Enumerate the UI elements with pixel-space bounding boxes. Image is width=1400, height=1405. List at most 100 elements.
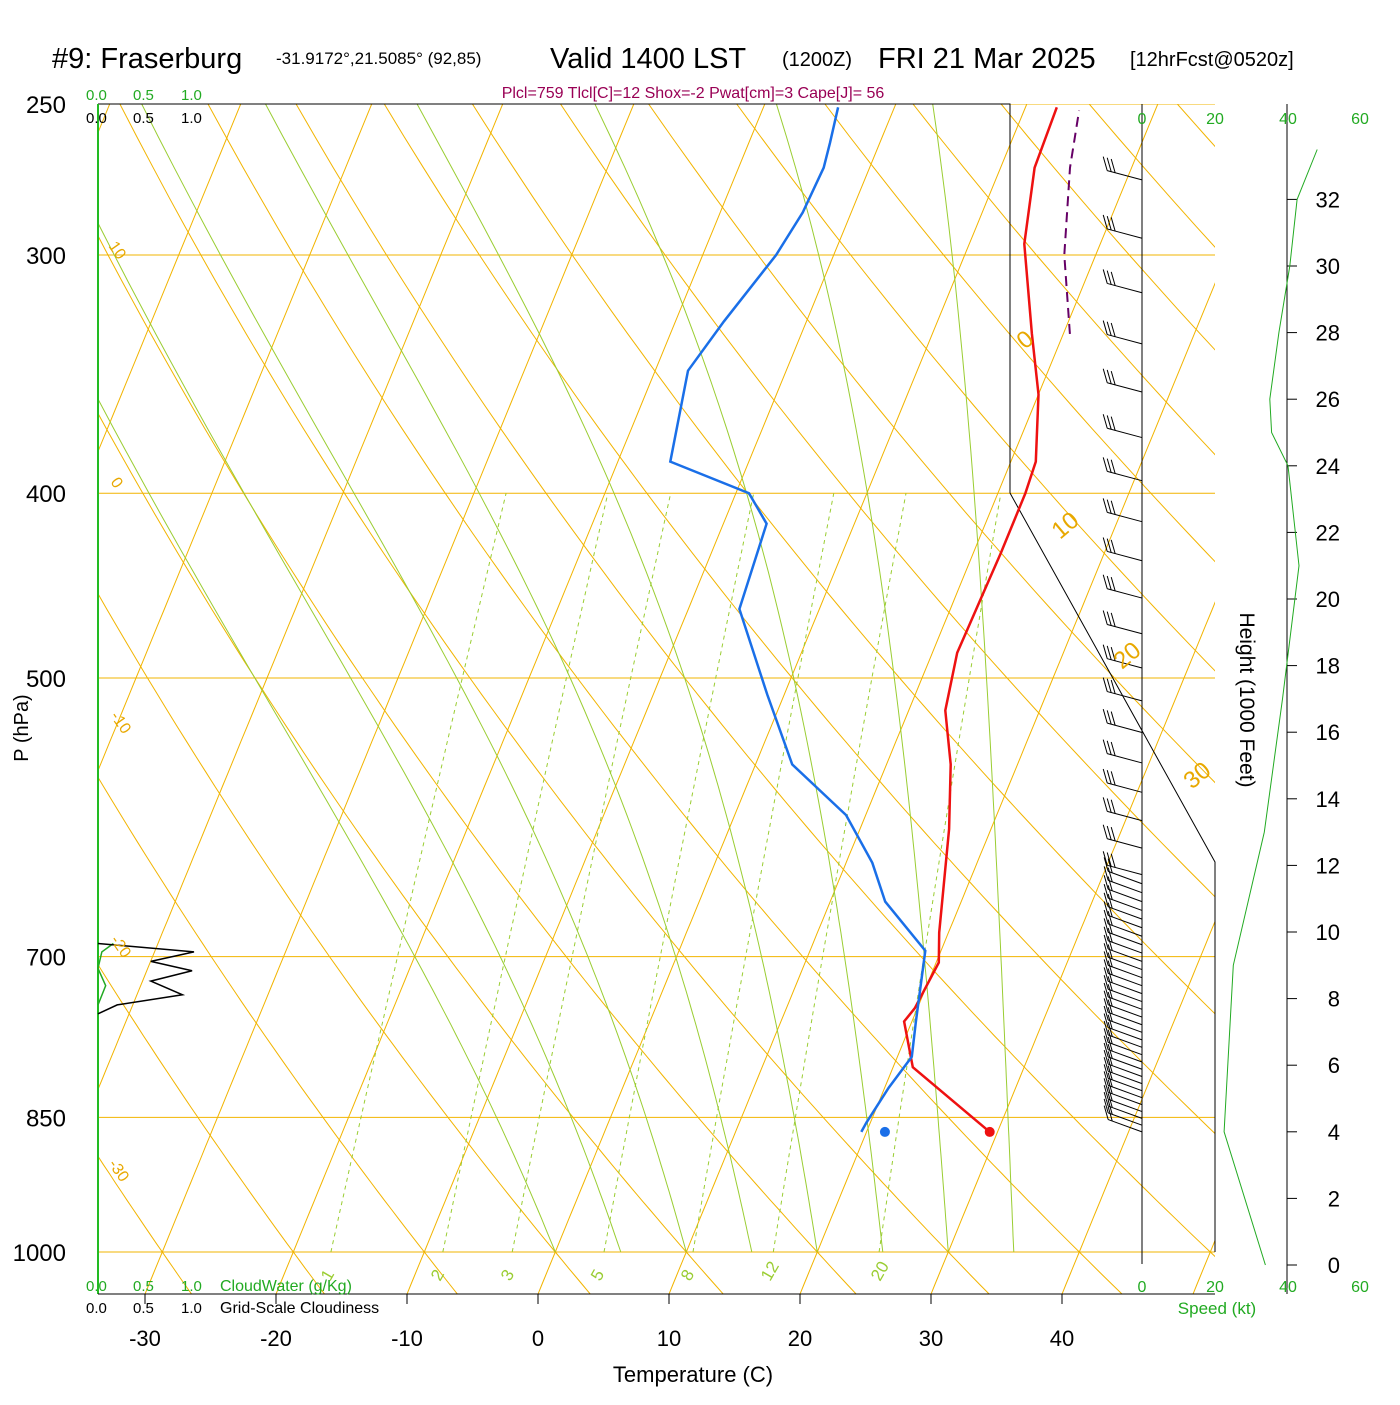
- wind-barb-staff-49: [1107, 283, 1142, 292]
- dry-adiabat-150: [1177, 104, 1400, 1300]
- pressure-label-700: 700: [26, 945, 66, 972]
- isotherm-label-right-2: 20: [1109, 637, 1147, 675]
- wind-barb-flag-46-1: [1107, 415, 1111, 429]
- wind-barb-staff-51: [1107, 171, 1142, 180]
- cloud-scale-top-black-0: 0.0: [86, 110, 107, 127]
- wind-barb-flag-37-1: [1107, 741, 1111, 755]
- dry-adiabat-100: [737, 104, 1400, 1300]
- dry-adiabat-20: [32, 104, 862, 1300]
- forecast-label: [12hrFcst@0520z]: [1130, 49, 1294, 71]
- wind-barb-flag-36-2: [1111, 771, 1115, 785]
- wind-barb-staff-35: [1107, 811, 1142, 820]
- dry-adiabat-70: [472, 104, 1400, 1300]
- height-label-26: 26: [1316, 387, 1340, 412]
- wind-barb-flag-48-2: [1111, 323, 1115, 337]
- speed-top-0: 0: [1138, 111, 1147, 128]
- wind-barb-staff-0: [1108, 1120, 1142, 1132]
- speed-axis-label: Speed (kt): [1178, 1299, 1256, 1318]
- wind-barb-48: [1103, 321, 1142, 344]
- wind-barb-50: [1103, 215, 1142, 238]
- isotherm-10: [666, 104, 1157, 1300]
- wind-barb-staff-10: [1108, 1050, 1142, 1062]
- height-label-20: 20: [1316, 587, 1340, 612]
- wind-barb-flag-42-0: [1103, 575, 1107, 589]
- height-label-0: 0: [1328, 1253, 1340, 1278]
- valid-time: Valid 1400 LST: [550, 43, 746, 75]
- cloud-scale-bottom-black-0: 0.0: [86, 1300, 107, 1317]
- wind-barb-flag-11-0: [1104, 1028, 1108, 1042]
- wind-barb-flag-45-0: [1103, 457, 1107, 471]
- x-tick-label-20: 20: [788, 1326, 812, 1351]
- wind-barb-flag-45-2: [1111, 460, 1115, 474]
- wind-barb-42: [1103, 575, 1142, 598]
- wind-barb-staff-19: [1108, 981, 1142, 993]
- x-tick-label-30: 30: [919, 1326, 943, 1351]
- cloudiness-profile: [98, 944, 194, 1014]
- wind-barb-staff-16: [1108, 1005, 1142, 1017]
- wind-barb-flag-38-0: [1103, 709, 1107, 723]
- wind-barb-flag-37-2: [1111, 742, 1115, 756]
- wind-barb-staff-46: [1107, 428, 1142, 437]
- wind-barb-flag-18-0: [1104, 975, 1108, 989]
- wind-barb-37: [1103, 740, 1142, 763]
- cloud-scale-top-black-1: 0.5: [133, 110, 154, 127]
- isotherm--40: [11, 104, 502, 1300]
- wind-barb-staff-20: [1108, 973, 1142, 985]
- wind-barb-flag-45-1: [1107, 459, 1111, 473]
- wind-barb-flag-17-1: [1108, 984, 1112, 998]
- height-label-22: 22: [1316, 520, 1340, 545]
- wind-barb-flag-41-2: [1111, 613, 1115, 627]
- wind-barb-44: [1103, 498, 1142, 521]
- height-label-14: 14: [1316, 787, 1340, 812]
- station-coords: -31.9172°,21.5085° (92,85): [276, 49, 481, 68]
- wind-barb-staff-7: [1108, 1071, 1142, 1083]
- valid-date: FRI 21 Mar 2025: [878, 43, 1096, 75]
- wind-barb-flag-49-2: [1111, 272, 1115, 286]
- wind-barb-flag-2-0: [1104, 1092, 1108, 1106]
- wind-barb-flag-44-1: [1107, 500, 1111, 514]
- wind-barb-flag-14-1: [1108, 1007, 1112, 1021]
- wind-barb-flag-50-2: [1111, 217, 1115, 231]
- wind-barb-flag-43-0: [1103, 537, 1107, 551]
- wind-barb-flag-47-2: [1111, 371, 1115, 385]
- pressure-label-850: 850: [26, 1105, 66, 1132]
- wind-barb-staff-43: [1107, 551, 1142, 560]
- mixing-ratio-label-8: 8: [677, 1266, 698, 1284]
- x-tick-label-40: 40: [1050, 1326, 1074, 1351]
- wind-barb-staff-14: [1108, 1020, 1142, 1032]
- cloudwater-profile: [98, 944, 113, 1005]
- x-tick-label--20: -20: [260, 1326, 292, 1351]
- wind-barb-staff-5: [1108, 1085, 1142, 1097]
- wind-barb-41: [1103, 610, 1142, 633]
- wind-barb-flag-49-0: [1103, 269, 1107, 283]
- wind-barb-flag-34-0: [1103, 825, 1107, 839]
- height-label-24: 24: [1316, 454, 1340, 479]
- height-axis-title: Height (1000 Feet): [1235, 612, 1258, 787]
- wind-barb-flag-47-0: [1103, 369, 1107, 383]
- wind-barb-flag-34-2: [1111, 827, 1115, 841]
- height-label-10: 10: [1316, 920, 1340, 945]
- isotherm--20: [273, 104, 764, 1300]
- speed-bottom-40: 40: [1279, 1279, 1297, 1296]
- wind-barb-flag-34-1: [1107, 826, 1111, 840]
- isotherm-0: [535, 104, 1026, 1300]
- wind-barb-flag-42-1: [1107, 576, 1111, 590]
- cloud-scale-bottom-green-2: 1.0: [181, 1278, 202, 1295]
- height-label-8: 8: [1328, 987, 1340, 1012]
- wind-barb-51: [1103, 157, 1142, 180]
- dry-adiabat-80: [561, 104, 1400, 1300]
- wind-barb-flag-10-0: [1104, 1036, 1108, 1050]
- speed-bottom-60: 60: [1351, 1279, 1369, 1296]
- wind-barb-flag-36-1: [1107, 770, 1111, 784]
- wind-barb-30: [1104, 875, 1142, 901]
- wind-barb-staff-47: [1107, 383, 1142, 392]
- mixing-ratio-label-12: 12: [757, 1258, 783, 1284]
- wind-barb-flag-35-0: [1103, 797, 1107, 811]
- dry-adiabat--10: [0, 104, 462, 1300]
- cloud-scale-top-green-2: 1.0: [181, 87, 202, 104]
- wind-barb-staff-3: [1108, 1099, 1142, 1111]
- x-tick-label--30: -30: [129, 1326, 161, 1351]
- isotherm-label-left-1: 0: [107, 475, 126, 492]
